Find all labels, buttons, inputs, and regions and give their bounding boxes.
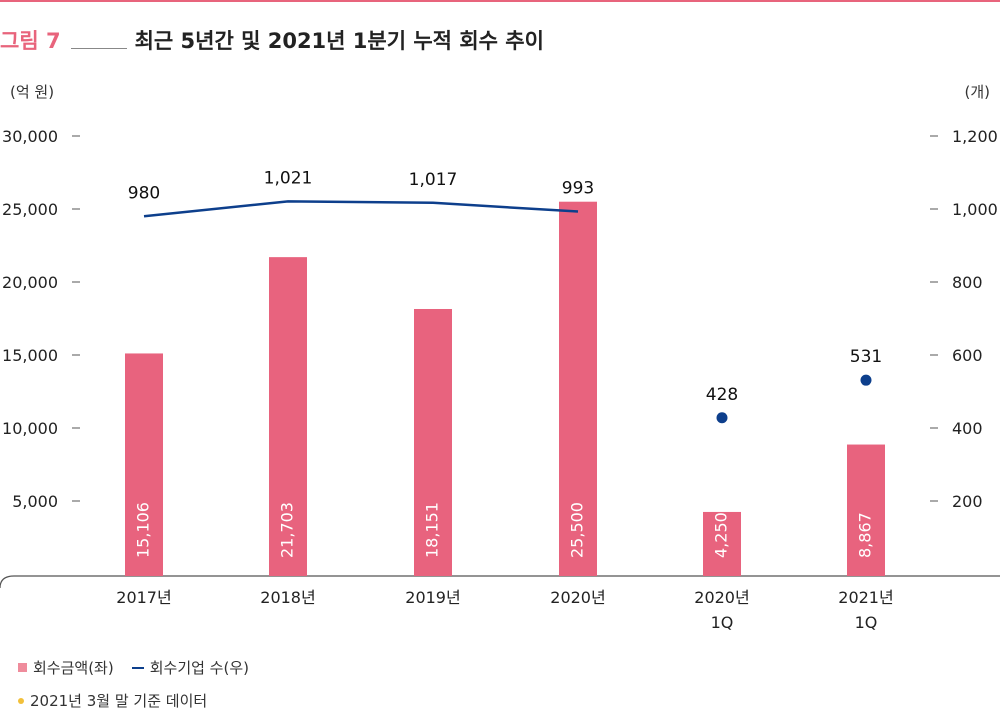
line-point-marker	[716, 412, 728, 424]
x-category-label: 2021년	[838, 588, 893, 607]
bar-5	[703, 511, 741, 576]
y-right-tick-label: 600	[952, 346, 983, 365]
figure-title: 그림 7 최근 5년간 및 2021년 1분기 누적 회수 추이	[0, 22, 544, 58]
y-left-tick-label: 10,000	[2, 419, 58, 438]
legend-line-swatch	[131, 666, 144, 669]
x-category-label: 2017년	[116, 588, 171, 607]
y-left-tick-label: 5,000	[12, 492, 58, 511]
bar-value-label: 18,151	[423, 502, 442, 558]
x-category-label: 2018년	[260, 588, 315, 607]
x-category-label: 2020년	[550, 588, 605, 607]
y-right-unit: (개)	[964, 83, 990, 101]
bar-2	[269, 257, 307, 576]
bar-value-label: 15,106	[134, 502, 153, 558]
y-left-unit: (억 원)	[10, 83, 54, 101]
line-value-label: 531	[850, 347, 882, 367]
y-left-tick-label: 20,000	[2, 273, 58, 292]
bar-3	[414, 308, 452, 576]
line-value-label: 1,017	[409, 170, 458, 190]
bar-6	[847, 444, 885, 576]
line-point-marker	[860, 374, 872, 386]
bar-value-label: 4,250	[712, 512, 731, 558]
title-rule	[70, 47, 127, 49]
x-category-label: 1Q	[855, 613, 878, 632]
line-value-label: 428	[706, 385, 738, 405]
footnote-bullet-icon	[18, 697, 24, 704]
legend-bar-swatch	[18, 663, 27, 672]
figure-label: 그림 7	[0, 29, 61, 53]
x-category-label: 2020년	[694, 588, 749, 607]
y-left-tick-label: 25,000	[2, 200, 58, 219]
x-axis-baseline	[0, 575, 1000, 589]
bar-value-label: 21,703	[278, 502, 297, 558]
line-value-label: 993	[562, 179, 594, 199]
y-right-tick-label: 200	[952, 492, 983, 511]
x-category-label: 1Q	[711, 613, 734, 632]
bar-value-label: 25,500	[568, 502, 587, 558]
y-right-tick-label: 800	[952, 273, 983, 292]
legend: 회수금액(좌) 회수기업 수(우)	[18, 657, 249, 678]
legend-line-label: 회수기업 수(우)	[149, 659, 249, 677]
bar-value-label: 8,867	[856, 512, 875, 558]
line-value-label: 980	[128, 183, 160, 203]
y-left-tick-label: 30,000	[2, 127, 58, 146]
y-right-tick-label: 400	[952, 419, 983, 438]
y-right-tick-label: 1,200	[952, 127, 998, 146]
y-left-tick-label: 15,000	[2, 346, 58, 365]
footnote: 2021년 3월 말 기준 데이터	[18, 690, 207, 711]
line-value-label: 1,021	[264, 168, 313, 188]
legend-bar-label: 회수금액(좌)	[33, 659, 114, 677]
x-category-label: 2019년	[405, 588, 460, 607]
line-series-companies	[143, 200, 579, 218]
figure-heading: 최근 5년간 및 2021년 1분기 누적 회수 추이	[134, 29, 544, 53]
bar-4	[559, 201, 597, 576]
top-accent-line	[0, 0, 1000, 2]
footnote-text: 2021년 3월 말 기준 데이터	[30, 692, 208, 710]
y-right-tick-label: 1,000	[952, 200, 998, 219]
bar-1	[125, 353, 163, 576]
